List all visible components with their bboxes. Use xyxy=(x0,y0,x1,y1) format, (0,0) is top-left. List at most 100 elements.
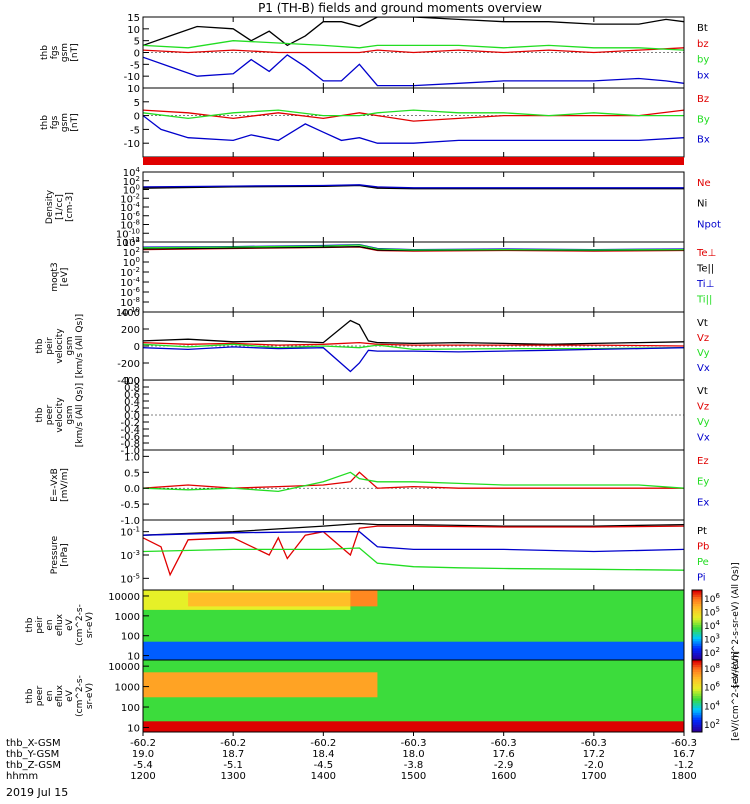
colorbar-cell xyxy=(692,700,702,704)
series-line-bx xyxy=(143,54,684,87)
legend-entry: by xyxy=(697,55,709,66)
legend-entry: Ey xyxy=(697,477,709,488)
ylabel-line: sr-eV) xyxy=(85,683,95,709)
ylabel-line: velocity xyxy=(55,397,65,433)
legend-entry: Te⊥ xyxy=(696,248,716,259)
ytick-label: 0.0 xyxy=(124,484,140,495)
ylabel-line: [km/s (All Qs)] xyxy=(75,314,85,378)
ylabel-line: eflux xyxy=(55,613,65,636)
ytick-label: 10-8 xyxy=(120,296,140,309)
orbit-row-value: -60.3 xyxy=(581,738,607,749)
ylabel-line: velocity xyxy=(55,328,65,364)
spectrogram-band xyxy=(350,590,378,607)
colorbar-cell xyxy=(692,632,702,635)
ytick-label: 10-12 xyxy=(116,236,140,249)
series-line-by xyxy=(143,109,684,120)
ylabel-line: sr-eV) xyxy=(85,612,95,638)
orbit-row-value: -1.2 xyxy=(674,760,694,771)
orbit-row-value: -60.2 xyxy=(130,738,156,749)
orbit-row-value: 1500 xyxy=(401,771,426,782)
series-line-ey xyxy=(143,471,684,493)
ylabel-line: [1/cc] xyxy=(55,194,65,220)
ylabel-line: Pressure xyxy=(50,535,60,574)
panel-8: Pressure [nPa] 10-1 10-3 10-5 Pt Pb Pe Pi xyxy=(50,519,709,591)
orbit-row-value: 1600 xyxy=(491,771,516,782)
spectrogram-band xyxy=(143,641,684,660)
panel-5-legend: Vt Vz Vy Vx xyxy=(697,318,710,374)
colorbar-cell xyxy=(692,717,702,721)
colorbar-frame xyxy=(691,659,703,733)
colorbar-tick-label: 108 xyxy=(704,662,720,675)
colorbar-cell xyxy=(692,708,702,711)
legend-entry: Bt xyxy=(697,23,708,34)
ytick-label: 0.8 xyxy=(124,383,140,394)
ytick-label: 0.0 xyxy=(124,411,140,422)
colorbar-tick-label: 104 xyxy=(704,619,720,632)
spectrogram-band xyxy=(188,592,351,607)
ytick-label: -0.4 xyxy=(120,425,140,436)
colorbar-cell xyxy=(692,712,702,716)
ylabel-line: thb xyxy=(25,617,35,632)
ylabel-line: fgs xyxy=(50,45,60,59)
panel-4-legend: Te⊥ Te|| Ti⊥ Ti|| xyxy=(696,248,716,306)
orbit-row-value: 19.0 xyxy=(132,749,154,760)
colorbar-cell xyxy=(692,592,702,596)
legend-entry: Bz xyxy=(697,94,709,105)
colorbar-cell xyxy=(692,710,702,714)
panel-2-series xyxy=(143,109,684,144)
legend-entry: bz xyxy=(697,39,709,50)
legend-entry: Pb xyxy=(697,542,709,553)
colorbar-tick-label: 106 xyxy=(704,681,720,694)
colorbar-cell xyxy=(692,669,702,673)
legend-entry: Pi xyxy=(697,573,706,584)
colorbar-cell xyxy=(692,648,702,652)
orbit-row-value: 17.2 xyxy=(583,749,605,760)
panel-1-ylabel: thb fgs gsm [nT] xyxy=(40,43,80,62)
ytick-label: 0 xyxy=(134,49,140,60)
colorbar-cell xyxy=(692,686,702,690)
colorbar-cell xyxy=(692,724,702,728)
ytick-label: 10-8 xyxy=(120,219,140,232)
ytick-label: 1000 xyxy=(115,683,140,694)
ylabel-line: gsm xyxy=(60,113,70,132)
ytick-label: 10 xyxy=(127,723,140,734)
colorbar-cell xyxy=(692,705,702,709)
ylabel-line: [km/s (All Qs)] xyxy=(75,383,85,447)
spectrogram-band xyxy=(143,721,684,732)
ylabel-line: peer xyxy=(35,685,45,706)
series-line-pt xyxy=(143,522,684,536)
ylabel-line: [nT] xyxy=(70,113,80,131)
orbit-row-value: -60.2 xyxy=(310,738,336,749)
spectrogram-9 xyxy=(143,590,684,660)
series-line-pb xyxy=(143,525,684,577)
colorbar-cell xyxy=(692,696,702,699)
orbit-row-value: 18.4 xyxy=(312,749,334,760)
ytick-label: 200 xyxy=(121,325,140,336)
legend-entry: Bx xyxy=(697,135,710,146)
colorbar-cell xyxy=(692,599,702,603)
panel-2-ylabel: thb fgs gsm [nT] xyxy=(40,113,80,132)
ylabel-line: gsm xyxy=(65,405,75,424)
legend-entry: Vz xyxy=(697,333,709,344)
colorbar-cell xyxy=(692,691,702,695)
colorbar-cell xyxy=(692,650,702,654)
orbit-row-value: 16.7 xyxy=(673,749,695,760)
series-line-pe xyxy=(143,547,684,571)
colorbar-cell xyxy=(692,684,702,687)
colorbar-tick-label: 103 xyxy=(704,633,720,646)
orbit-row-value: -2.0 xyxy=(584,760,604,771)
series-line-pi xyxy=(143,531,684,553)
legend-entry: Vx xyxy=(697,363,710,374)
colorbar-cell xyxy=(692,634,702,638)
colorbar-label: [eV/(cm^2-s-sr-eV)] xyxy=(731,651,741,741)
ytick-label: 0.2 xyxy=(124,404,140,415)
ytick-label: 102 xyxy=(123,175,140,188)
ytick-label: 10-2 xyxy=(120,266,140,279)
panel-8-legend: Pt Pb Pe Pi xyxy=(697,526,709,584)
colorbar-cell xyxy=(692,698,702,702)
legend-entry: Ne xyxy=(697,178,711,189)
series-line-vy xyxy=(143,343,684,351)
panel-10-ylabel: thb peer en eflux eV (cm^2-s-sr-eV) xyxy=(25,675,95,717)
ytick-label: 100 xyxy=(121,703,140,714)
